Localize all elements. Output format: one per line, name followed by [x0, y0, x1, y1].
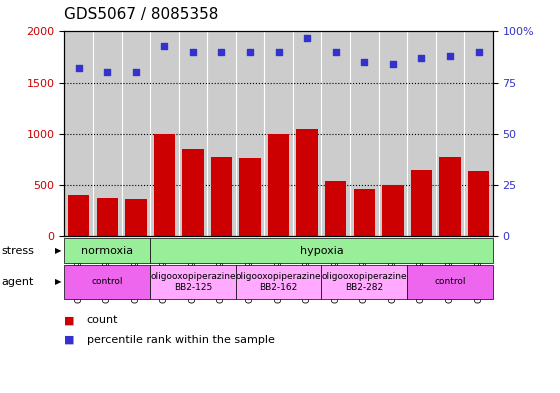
Point: [388, 61, 397, 67]
Text: oligooxopiperazine
BB2-162: oligooxopiperazine BB2-162: [236, 272, 321, 292]
FancyBboxPatch shape: [407, 265, 493, 299]
Text: percentile rank within the sample: percentile rank within the sample: [87, 335, 274, 345]
Text: hypoxia: hypoxia: [300, 246, 343, 255]
Text: stress: stress: [1, 246, 34, 255]
Point: [446, 53, 455, 59]
FancyBboxPatch shape: [321, 265, 407, 299]
Point: [360, 59, 368, 65]
Bar: [353, 189, 375, 236]
Bar: [68, 195, 90, 236]
FancyBboxPatch shape: [150, 265, 236, 299]
Bar: [468, 171, 489, 236]
Text: normoxia: normoxia: [81, 246, 133, 255]
Bar: [325, 181, 347, 236]
Text: ▶: ▶: [55, 246, 62, 255]
Text: control: control: [91, 277, 123, 286]
Text: ■: ■: [64, 335, 75, 345]
Point: [103, 69, 112, 75]
Bar: [182, 149, 204, 236]
FancyBboxPatch shape: [236, 265, 321, 299]
FancyBboxPatch shape: [150, 238, 493, 263]
Text: oligooxopiperazine
BB2-125: oligooxopiperazine BB2-125: [150, 272, 236, 292]
Point: [245, 49, 254, 55]
Bar: [410, 171, 432, 236]
Text: oligooxopiperazine
BB2-282: oligooxopiperazine BB2-282: [321, 272, 407, 292]
Bar: [153, 134, 175, 236]
FancyBboxPatch shape: [64, 265, 150, 299]
Point: [74, 65, 83, 72]
Bar: [125, 199, 147, 236]
Point: [131, 69, 140, 75]
Point: [217, 49, 226, 55]
FancyBboxPatch shape: [64, 238, 150, 263]
Point: [188, 49, 198, 55]
Text: agent: agent: [1, 277, 34, 287]
Bar: [211, 157, 232, 236]
Point: [417, 55, 426, 61]
Point: [331, 49, 340, 55]
Text: GDS5067 / 8085358: GDS5067 / 8085358: [64, 7, 219, 22]
Bar: [439, 157, 461, 236]
Text: ■: ■: [64, 315, 75, 325]
Bar: [296, 129, 318, 236]
Point: [160, 42, 169, 49]
Bar: [239, 158, 261, 236]
Point: [302, 35, 311, 41]
Text: ▶: ▶: [55, 277, 62, 286]
Bar: [96, 198, 118, 236]
Text: control: control: [434, 277, 466, 286]
Text: count: count: [87, 315, 118, 325]
Point: [474, 49, 483, 55]
Bar: [382, 185, 404, 236]
Bar: [268, 134, 290, 236]
Point: [274, 49, 283, 55]
